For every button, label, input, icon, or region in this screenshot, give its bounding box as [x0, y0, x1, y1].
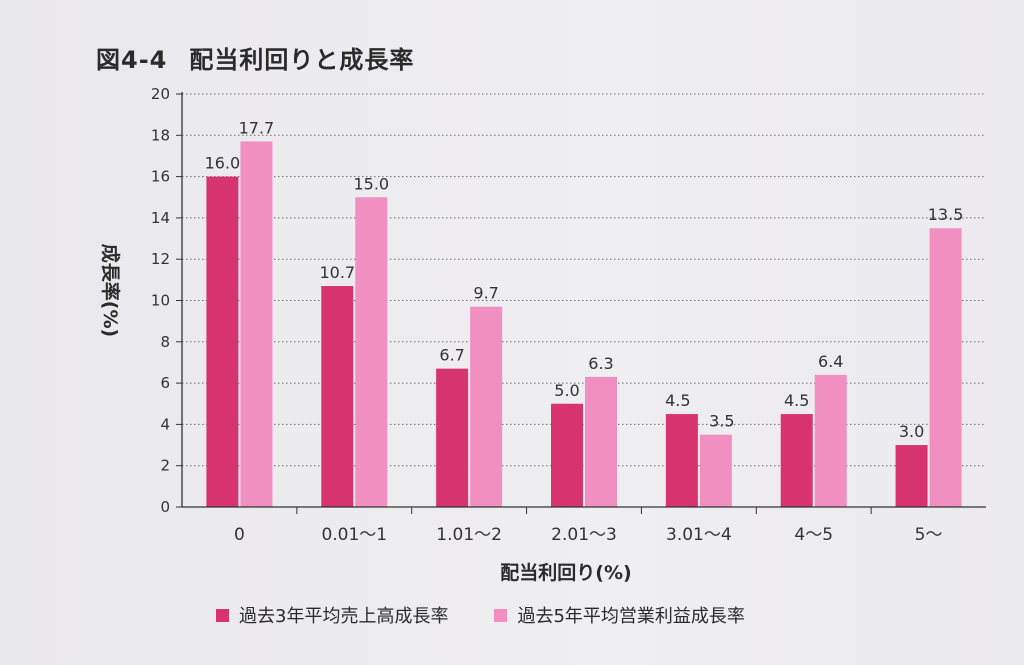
y-tick-label: 18: [151, 126, 170, 144]
data-label-series-2: 15.0: [353, 174, 389, 193]
bar-series-2: [470, 306, 503, 507]
figure-number: 図4-4: [96, 46, 168, 74]
y-tick-label: 16: [151, 168, 170, 186]
legend-item-series-2: 過去5年平均営業利益成長率: [494, 602, 745, 628]
x-category-label: 0.01〜1: [321, 525, 387, 545]
grid: [182, 93, 986, 467]
data-label-series-2: 9.7: [473, 284, 498, 303]
bar-series-2: [929, 228, 962, 507]
bar-series-2: [585, 376, 617, 507]
data-label-series-2: 17.7: [239, 118, 275, 137]
y-tick-label: 12: [151, 250, 170, 268]
y-tick-label: 20: [151, 85, 170, 103]
data-label-series-2: 13.5: [928, 205, 964, 224]
data-label-series-1: 4.5: [784, 391, 809, 410]
legend: 過去3年平均売上高成長率 過去5年平均営業利益成長率: [216, 602, 745, 628]
y-tick-label: 0: [160, 498, 170, 516]
x-categories: 0 0.01〜1 1.01〜2 2.01〜3 3.01〜4 4〜5 5〜: [234, 525, 942, 545]
data-label-series-1: 3.0: [899, 422, 924, 441]
bar-series-1: [780, 414, 813, 507]
legend-swatch: [216, 608, 229, 622]
x-axis-title: 配当利回り(%): [500, 561, 631, 584]
data-label-series-2: 6.4: [818, 352, 843, 371]
bar-series-1: [321, 286, 354, 507]
legend-item-series-1: 過去3年平均売上高成長率: [216, 602, 448, 628]
data-label-series-2: 3.5: [709, 412, 734, 431]
bar-series-1: [665, 414, 698, 507]
y-tick-label: 6: [160, 374, 170, 392]
bar-series-2: [355, 197, 388, 507]
x-category-label: 2.01〜3: [551, 525, 617, 545]
data-label-series-2: 6.3: [588, 354, 613, 373]
bar-series-2: [240, 141, 273, 507]
y-axis-title: 成長率(%): [99, 244, 122, 337]
title-text: 配当利回りと成長率: [189, 46, 415, 74]
x-category-label: 5〜: [915, 525, 943, 545]
bar-series-1: [551, 403, 583, 507]
y-ticks: 0 2 4 6 8 10 12 14 16 18 20: [151, 85, 182, 516]
bar-series-2: [814, 374, 847, 507]
axes: [181, 92, 986, 514]
x-category-label: 4〜5: [794, 525, 833, 545]
bars: [206, 141, 962, 507]
bar-series-1: [436, 368, 469, 507]
x-category-label: 3.01〜4: [666, 525, 732, 545]
data-label-series-1: 5.0: [554, 381, 579, 400]
y-tick-label: 2: [160, 457, 170, 475]
bar-series-1: [206, 176, 239, 507]
x-category-label: 1.01〜2: [436, 525, 502, 545]
y-tick-label: 8: [160, 333, 170, 351]
x-category-label: 0: [234, 525, 245, 545]
data-label-series-1: 4.5: [665, 391, 690, 410]
bar-series-2: [699, 434, 732, 507]
chart-title: 図4-4 配当利回りと成長率: [96, 40, 414, 75]
legend-label: 過去3年平均売上高成長率: [239, 606, 449, 627]
y-tick-label: 10: [151, 292, 170, 310]
data-labels: 16.0 17.7 10.7 15.0 6.7 9.7 5.0 6.3 4.5 3.5 4.5 6.4…: [205, 118, 964, 441]
data-label-series-1: 10.7: [319, 263, 355, 282]
y-tick-label: 14: [151, 209, 170, 227]
legend-swatch: [494, 608, 508, 622]
data-label-series-1: 16.0: [205, 154, 241, 173]
legend-label: 過去5年平均営業利益成長率: [517, 606, 745, 627]
data-label-series-1: 6.7: [439, 346, 464, 365]
bar-series-1: [895, 445, 928, 507]
y-tick-label: 4: [160, 415, 170, 433]
